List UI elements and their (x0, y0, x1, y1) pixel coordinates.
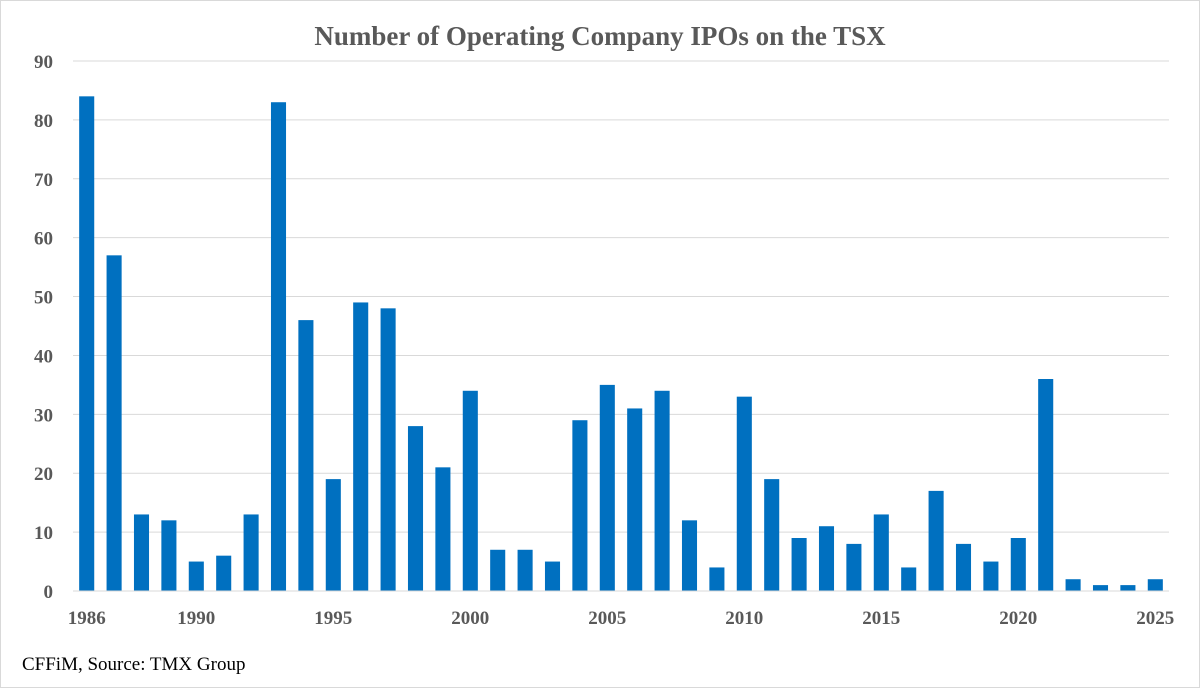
x-tick-label: 2005 (588, 608, 626, 629)
bar-2002 (517, 549, 533, 591)
bar-2012 (791, 538, 807, 591)
bar-2011 (764, 479, 780, 591)
bar-1996 (353, 302, 369, 591)
bar-1989 (161, 520, 177, 591)
y-tick-label: 60 (34, 229, 53, 250)
bar-1992 (243, 514, 259, 591)
bar-2003 (544, 561, 561, 591)
x-tick-label: 1995 (314, 608, 352, 629)
y-tick-label: 80 (34, 111, 53, 132)
bar-2025 (1147, 579, 1163, 591)
bar-1987 (106, 255, 122, 592)
bar-2017 (928, 490, 944, 591)
bar-2001 (490, 549, 506, 591)
y-axis-ticks: 0 10 20 30 40 50 60 70 80 90 (34, 52, 53, 603)
bar-1993 (270, 102, 287, 591)
bar-2016 (901, 567, 917, 591)
bar-2013 (818, 526, 835, 591)
x-tick-label: 2010 (725, 608, 763, 629)
bar-2014 (846, 543, 862, 591)
x-tick-label: 2015 (862, 608, 900, 629)
x-tick-label: 2020 (999, 608, 1037, 629)
bar-2009 (709, 567, 725, 591)
bars (79, 96, 1163, 592)
y-tick-label: 20 (34, 464, 53, 485)
bar-1988 (133, 514, 150, 591)
bar-1995 (325, 479, 341, 591)
bar-1986 (79, 96, 95, 591)
bar-2000 (462, 390, 478, 591)
bar-1994 (298, 320, 314, 591)
gridlines (73, 60, 1169, 533)
x-tick-label: 1986 (68, 608, 106, 629)
bar-2023 (1092, 585, 1109, 591)
x-tick-label: 2025 (1136, 608, 1174, 629)
bar-2018 (955, 543, 972, 591)
bar-2015 (873, 514, 889, 591)
y-tick-label: 90 (34, 52, 53, 73)
bar-1990 (188, 561, 204, 591)
y-tick-label: 30 (34, 405, 53, 426)
source-note: CFFiM, Source: TMX Group (22, 654, 245, 675)
bar-2007 (654, 390, 670, 591)
x-tick-label: 2000 (451, 608, 489, 629)
bar-2022 (1065, 579, 1081, 591)
bar-1998 (407, 426, 424, 591)
bar-1999 (435, 467, 451, 591)
bar-1997 (380, 308, 396, 591)
bar-2020 (1010, 538, 1026, 591)
x-tick-label: 1990 (177, 608, 215, 629)
bar-2008 (681, 520, 698, 591)
bar-1991 (216, 555, 232, 591)
y-tick-label: 70 (34, 170, 53, 191)
y-tick-label: 0 (44, 582, 54, 603)
y-tick-label: 10 (34, 523, 53, 544)
bar-2006 (627, 408, 643, 591)
bar-2005 (599, 384, 615, 591)
x-axis-ticks: 1986 1990 1995 2000 2005 2010 2015 2020 2025 (68, 608, 1175, 629)
bar-2019 (983, 561, 999, 591)
chart-title: Number of Operating Company IPOs on the … (314, 21, 886, 51)
y-tick-label: 40 (34, 346, 53, 367)
bar-2004 (572, 420, 588, 591)
bar-2024 (1120, 585, 1136, 591)
bar-2021 (1038, 379, 1054, 591)
y-tick-label: 50 (34, 288, 53, 309)
bar-2010 (736, 396, 752, 591)
